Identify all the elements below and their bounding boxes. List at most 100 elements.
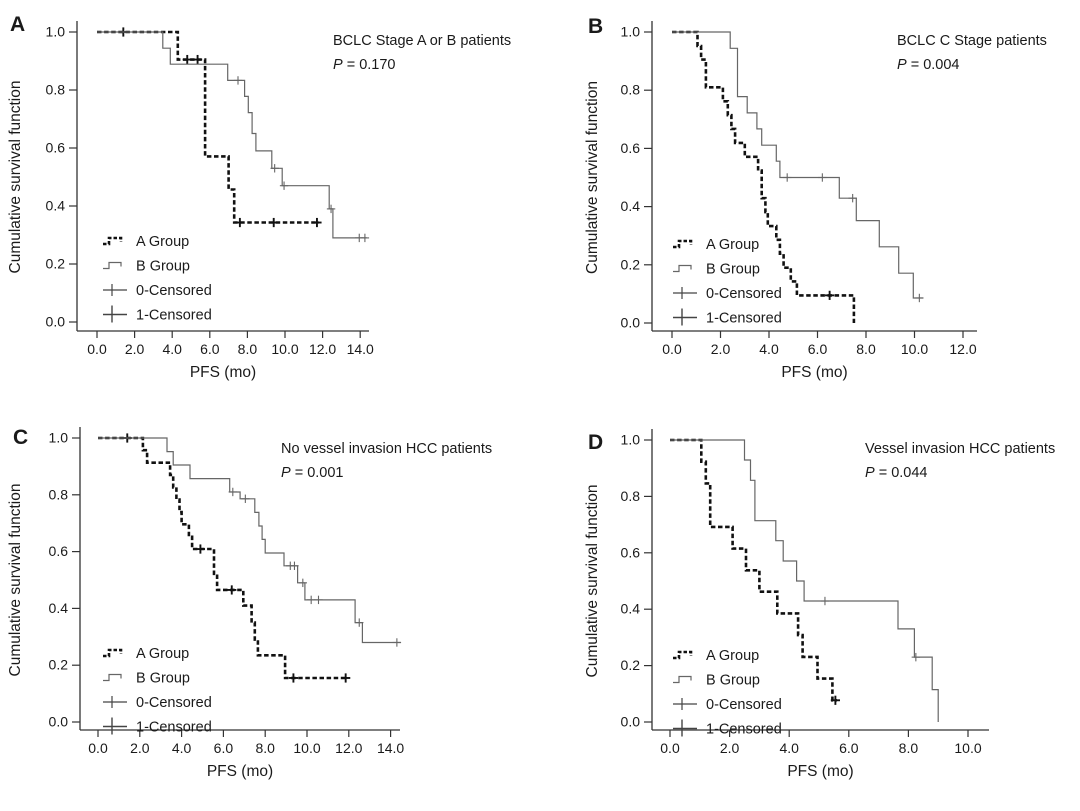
legend-label: B Group xyxy=(136,671,190,687)
x-tick-label: 10.0 xyxy=(901,341,928,357)
panel-title: BCLC C Stage patients xyxy=(897,33,1047,49)
panel-annotation: Vessel invasion HCC patients P = 0.044 xyxy=(865,441,1055,481)
y-axis-title: Cumulative survival function xyxy=(7,484,24,677)
x-axis-title: PFS (mo) xyxy=(787,763,853,780)
y-tick-label: 0.8 xyxy=(46,82,66,98)
x-tick-label: 0.0 xyxy=(87,341,107,357)
y-tick-label: 0.4 xyxy=(621,198,641,214)
legend-label: A Group xyxy=(136,234,189,250)
legend-label: 0-Censored xyxy=(136,695,212,711)
x-axis-title: PFS (mo) xyxy=(190,364,256,381)
b-group-line-icon xyxy=(673,264,692,273)
y-tick-label: 1.0 xyxy=(49,430,69,446)
a-group-line-icon xyxy=(103,648,123,658)
b-group-line-icon xyxy=(103,673,122,682)
x-tick-label: 0.0 xyxy=(662,341,682,357)
a-group-line-icon xyxy=(673,239,693,249)
y-tick-label: 1.0 xyxy=(46,24,66,40)
x-tick-label: 14.0 xyxy=(347,341,374,357)
y-tick-label: 0.4 xyxy=(46,198,66,214)
a-group-curve xyxy=(97,30,319,224)
legend-label: 0-Censored xyxy=(706,286,782,302)
x-tick-label: 4.0 xyxy=(172,740,192,756)
x-tick-label: 8.0 xyxy=(238,341,258,357)
x-tick-label: 8.0 xyxy=(899,740,919,756)
censor-marks xyxy=(228,487,402,647)
x-tick-label: 12.0 xyxy=(949,341,976,357)
legend-label: 1-Censored xyxy=(706,311,782,327)
axes: 0.0 0.2 0.4 0.6 0.8 1.0 0.0 2.0 4.0 6.0 8.0 10.0 xyxy=(621,429,989,756)
y-tick-label: 0.6 xyxy=(621,140,641,156)
censor-marks xyxy=(820,596,921,662)
y-tick-label: 1.0 xyxy=(621,432,641,448)
legend-label: B Group xyxy=(136,259,190,275)
y-tick-label: 0.0 xyxy=(621,315,641,331)
x-tick-label: 0.0 xyxy=(660,740,680,756)
x-tick-label: 10.0 xyxy=(271,341,298,357)
y-tick-label: 0.8 xyxy=(49,486,69,502)
legend: A Group B Group 0-Censored 1-Censored xyxy=(673,237,782,327)
censor-marks xyxy=(118,27,322,228)
b-group-curve xyxy=(672,31,923,299)
x-tick-label: 4.0 xyxy=(779,740,799,756)
legend-label: 0-Censored xyxy=(136,283,212,299)
legend-label: 1-Censored xyxy=(136,720,212,736)
legend: A Group B Group 0-Censored 1-Censored xyxy=(673,648,782,738)
y-tick-label: 0.6 xyxy=(621,544,641,560)
panel-title: No vessel invasion HCC patients xyxy=(281,441,492,457)
p-value: P = 0.170 xyxy=(333,57,395,73)
panel-letter: D xyxy=(588,431,603,454)
censor-marks xyxy=(122,433,351,683)
b-group-line-icon xyxy=(103,261,122,270)
censor-marks xyxy=(825,290,835,300)
legend-label: B Group xyxy=(706,262,760,278)
panel-d: D 0.0 0.2 0.4 0.6 0.8 1.0 0.0 2.0 4.0 6.0 8.0 10.0 Cu… xyxy=(540,400,1080,811)
censor-marks xyxy=(830,695,840,705)
x-axis-title: PFS (mo) xyxy=(781,364,847,381)
x-tick-label: 12.0 xyxy=(335,740,362,756)
panel-letter: B xyxy=(588,15,603,38)
y-tick-label: 0.8 xyxy=(621,82,641,98)
y-tick-label: 0.6 xyxy=(49,543,69,559)
panel-letter: A xyxy=(10,13,25,36)
x-tick-label: 8.0 xyxy=(856,341,876,357)
censor-marks xyxy=(782,173,924,303)
a-group-line-icon xyxy=(673,650,693,660)
y-tick-label: 0.8 xyxy=(621,488,641,504)
legend: A Group B Group 0-Censored 1-Censored xyxy=(103,234,212,324)
x-tick-label: 10.0 xyxy=(293,740,320,756)
panel-b: B 0.0 0.2 0.4 0.6 0.8 1.0 0.0 2.0 4.0 6.0 8.0 10.0 12… xyxy=(540,0,1080,400)
p-value: P = 0.004 xyxy=(897,57,959,73)
x-tick-label: 2.0 xyxy=(711,341,731,357)
y-tick-label: 0.2 xyxy=(621,256,641,272)
legend-label: B Group xyxy=(706,673,760,689)
panel-a: A 0.0 0.2 0.4 0.6 0.8 1.0 0.0 2.0 4.0 6.0 8.0 10.0 12… xyxy=(0,0,540,400)
legend-label: 1-Censored xyxy=(136,308,212,324)
panel-b-chart: B 0.0 0.2 0.4 0.6 0.8 1.0 0.0 2.0 4.0 6.0 8.0 10.0 12… xyxy=(584,15,1047,381)
x-tick-label: 10.0 xyxy=(954,740,981,756)
b-group-line-icon xyxy=(673,675,692,684)
a-group-curve xyxy=(670,438,837,702)
panel-title: Vessel invasion HCC patients xyxy=(865,441,1055,457)
x-tick-label: 14.0 xyxy=(377,740,404,756)
x-tick-label: 6.0 xyxy=(808,341,828,357)
y-tick-label: 0.0 xyxy=(621,714,641,730)
y-axis-title: Cumulative survival function xyxy=(584,485,601,678)
axes: 0.0 0.2 0.4 0.6 0.8 1.0 0.0 2.0 4.0 6.0 8.0 10.0 12.… xyxy=(621,21,977,357)
panel-title: BCLC Stage A or B patients xyxy=(333,33,511,49)
x-tick-label: 8.0 xyxy=(255,740,275,756)
x-tick-label: 6.0 xyxy=(214,740,234,756)
legend-label: A Group xyxy=(136,646,189,662)
panel-c: C 0.0 0.2 0.4 0.6 0.8 1.0 0.0 2.0 4.0 6.0 8.0 10.0 12… xyxy=(0,400,540,811)
panel-annotation: BCLC Stage A or B patients P = 0.170 xyxy=(333,33,511,73)
y-tick-label: 0.6 xyxy=(46,140,66,156)
y-tick-label: 0.4 xyxy=(49,600,69,616)
b-group-curve xyxy=(98,437,401,644)
legend-label: A Group xyxy=(706,648,759,664)
legend-label: A Group xyxy=(706,237,759,253)
panel-d-chart: D 0.0 0.2 0.4 0.6 0.8 1.0 0.0 2.0 4.0 6.0 8.0 10.0 Cu… xyxy=(584,429,1055,780)
panel-a-chart: A 0.0 0.2 0.4 0.6 0.8 1.0 0.0 2.0 4.0 6.0 8.0 10.0 12… xyxy=(7,13,511,381)
b-group-curve xyxy=(97,31,367,239)
y-tick-label: 0.2 xyxy=(49,657,69,673)
